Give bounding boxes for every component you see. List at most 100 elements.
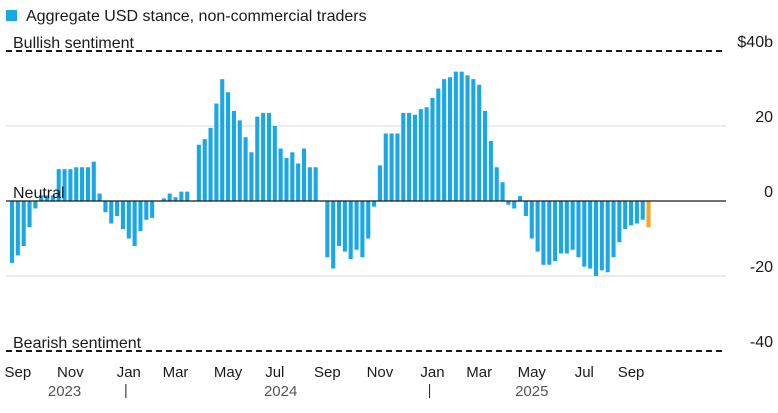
reference-lines: Bullish sentiment Neutral Bearish sentimen…	[6, 35, 726, 352]
bar	[325, 201, 330, 258]
bar	[418, 109, 423, 202]
bar	[284, 157, 289, 202]
bar	[50, 195, 55, 202]
bar	[226, 92, 231, 201]
bar	[564, 201, 569, 254]
bar	[389, 133, 394, 201]
bar	[535, 201, 540, 252]
y-tick-label: 0	[764, 184, 773, 201]
bar	[208, 127, 213, 202]
bar	[471, 79, 476, 202]
bar	[430, 97, 435, 202]
bar	[278, 148, 283, 201]
bar	[15, 201, 20, 256]
x-month-label: Mar	[163, 364, 189, 381]
bar	[161, 198, 166, 202]
legend: Aggregate USD stance, non-commercial tra…	[6, 8, 367, 25]
bar	[138, 201, 143, 231]
bar	[307, 167, 312, 201]
bar	[500, 182, 505, 201]
bar	[272, 126, 277, 201]
bar	[518, 196, 523, 202]
bar	[91, 161, 96, 202]
bar	[459, 71, 464, 202]
x-year-label: 2024	[264, 383, 297, 400]
x-month-label: Sep	[4, 364, 31, 381]
y-tick-label: -20	[750, 259, 773, 276]
bar	[80, 167, 85, 201]
bar	[342, 201, 347, 252]
x-month-label: Jul	[265, 364, 284, 381]
x-year-label: 2025	[515, 383, 548, 400]
bar	[196, 144, 201, 201]
bar	[9, 201, 15, 263]
bar	[296, 163, 301, 201]
x-year-label: 2023	[48, 383, 81, 400]
bar	[214, 103, 219, 201]
bar	[523, 201, 528, 216]
y-tick-label: 20	[755, 109, 773, 126]
bearish-sentiment-label: Bearish sentiment	[13, 335, 142, 352]
bar	[442, 79, 447, 202]
bars	[9, 71, 651, 276]
bar	[249, 152, 254, 201]
bar	[605, 201, 610, 273]
bar	[634, 201, 639, 224]
bar	[132, 201, 137, 246]
bar	[570, 201, 575, 250]
bar	[424, 107, 429, 201]
bar	[261, 112, 266, 202]
bar	[185, 191, 190, 202]
bar	[401, 112, 406, 202]
bar	[617, 201, 622, 243]
y-axis-ticks: $40b 20 0 -20 -40	[737, 34, 773, 351]
bar	[360, 201, 365, 258]
bar	[553, 201, 558, 261]
legend-swatch	[6, 10, 17, 21]
bar	[453, 71, 458, 202]
bar	[237, 120, 242, 202]
bar	[436, 88, 441, 201]
bar	[231, 111, 236, 201]
bar	[301, 148, 307, 201]
bar	[56, 169, 61, 202]
bar	[150, 201, 155, 218]
bar	[115, 201, 120, 216]
bar	[313, 167, 318, 201]
bar	[611, 201, 616, 258]
bar	[588, 201, 593, 269]
bar	[331, 201, 336, 269]
bar	[68, 169, 73, 202]
bar	[407, 112, 412, 202]
bar	[243, 137, 248, 201]
bar	[576, 201, 581, 258]
bar	[488, 141, 493, 201]
bar	[593, 201, 599, 276]
x-month-label: Mar	[466, 364, 492, 381]
gridlines	[6, 125, 726, 277]
bar	[109, 201, 114, 224]
bar	[599, 201, 604, 271]
bar	[290, 152, 295, 201]
x-month-label: Jul	[575, 364, 594, 381]
bar	[465, 75, 470, 202]
bar	[39, 195, 44, 202]
bar	[372, 201, 377, 207]
y-tick-label: $40b	[737, 34, 773, 51]
bar	[547, 201, 552, 265]
bar	[447, 77, 453, 201]
bar	[126, 201, 131, 239]
bar	[27, 201, 32, 228]
bar	[623, 201, 628, 230]
bar	[220, 79, 225, 202]
bar	[512, 201, 517, 209]
y-tick-label: -40	[750, 334, 773, 351]
bar	[477, 84, 482, 201]
bar	[506, 201, 511, 205]
x-month-label: May	[518, 364, 547, 381]
neutral-label: Neutral	[13, 185, 65, 202]
bar	[377, 165, 382, 202]
bar	[97, 193, 102, 201]
x-axis: Sep Nov Jan Mar May Jul Sep Nov Jan Mar May Jul Sep 2…	[4, 364, 644, 400]
